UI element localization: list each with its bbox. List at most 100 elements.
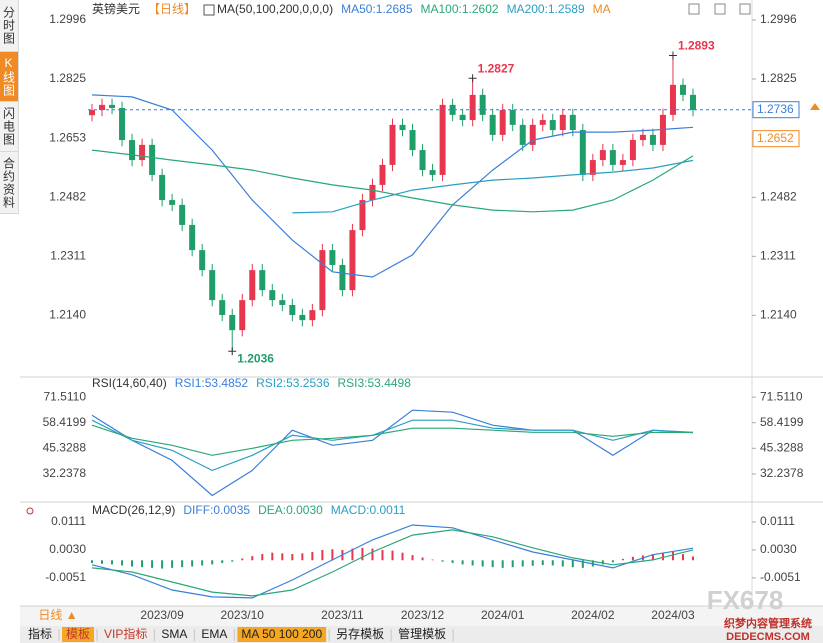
candle-body [269,290,276,301]
y-tick-label-right: 45.3288 [760,440,804,454]
candle-body [449,104,456,115]
macd-bar [471,560,474,566]
macd-bar [692,556,694,561]
macd-bar [351,548,354,561]
macd-bar [441,560,444,562]
candle-body [639,134,646,141]
x-tick-label: 2023/12 [401,608,445,622]
toolbar-button[interactable]: 指标 [28,626,52,641]
toolbar-button[interactable]: EMA [201,627,227,641]
sidebar-tab[interactable]: 合约资料 [0,152,19,214]
icon-button[interactable] [688,3,700,15]
macd-bar [681,554,684,561]
settings-icon[interactable] [26,507,34,515]
candle-body [499,110,506,135]
y-tick-label-right: 71.5110 [760,389,803,403]
candle-body [279,300,286,305]
candle-body [119,107,126,141]
macd-bar [521,560,524,567]
candle-body [469,94,476,121]
sidebar-tab[interactable]: 分时图 [0,0,19,52]
toolbar-button[interactable]: SMA [161,627,187,641]
macd-bar [601,560,604,565]
macd-bar [541,560,544,566]
icon-button[interactable] [714,3,726,15]
date-axis-band [20,606,823,626]
extreme-marker [668,51,677,60]
macd-bar [571,560,574,568]
x-tick-label: 2024/02 [571,608,615,622]
macd-bar [491,560,494,568]
reference-price-label: 1.2652 [757,131,794,145]
candle-body [89,110,95,116]
legend-label: RSI2:53.2536 [256,376,330,390]
x-tick-label: 2024/01 [481,608,525,622]
y-tick-label-right: -0.0051 [760,570,801,584]
macd-bar [321,549,324,561]
macd-bar [401,552,404,561]
macd-bar [151,560,154,568]
candle-body [690,94,696,111]
candle-body [259,270,266,291]
series-line [91,529,694,597]
toolbar-button[interactable]: 模板 [66,627,90,641]
legend-label: MA200:1.2589 [507,2,585,16]
indicator-label: MACD(26,12,9) [92,503,175,517]
y-tick-label-left: 1.2140 [49,307,86,321]
macd-bar [291,554,294,561]
candle-body [339,264,346,291]
candle-body [619,160,626,165]
x-tick-label: 2023/10 [221,608,265,622]
candle-body [99,104,106,111]
y-tick-label-right: 1.2311 [760,248,796,262]
y-tick-label-right: 0.0030 [760,542,797,556]
candle-body [379,164,386,185]
toolbar-highlight [62,627,95,642]
candle-body [489,114,496,135]
macd-bar [621,558,624,561]
arrow-icon[interactable] [810,103,820,110]
legend-label: RSI1:53.4852 [175,376,249,390]
candle-body [239,300,246,331]
extreme-marker [228,347,237,356]
sidebar-tab-active[interactable]: K线图 [0,52,19,102]
icon-button[interactable] [739,3,751,15]
macd-bar [361,547,364,561]
y-tick-label-left: 1.2653 [49,131,86,145]
extreme-label: 1.2827 [478,61,515,75]
candle-body [459,114,466,121]
toolbar-button[interactable]: 管理模板 [398,626,446,641]
current-price-label: 1.2736 [757,102,794,116]
toolbar-button[interactable]: VIP指标 [104,626,147,641]
toolbar-button[interactable]: MA 50 100 200 [241,627,322,641]
candle-body [519,124,526,145]
macd-bar [201,560,204,566]
macd-bar [191,560,194,567]
sidebar-tab[interactable]: 闪电图 [0,102,19,152]
candle-body [299,314,306,321]
indicator-icon [203,4,215,16]
period-selector[interactable]: 日线 ▲ [38,608,77,622]
macd-bar [501,560,504,568]
y-tick-label-right: 1.2825 [760,71,797,85]
series-line [91,524,694,599]
candle-body [559,114,566,131]
candle-body [149,144,156,175]
watermark: FX678 [707,585,784,615]
candle-body [609,150,616,165]
y-tick-label-right: 1.2482 [760,189,797,203]
toolbar-button[interactable]: 另存模板 [336,627,384,641]
macd-bar [211,560,214,565]
y-tick-label-right: 58.4199 [760,415,804,429]
candle-body [189,224,196,251]
macd-bar [561,560,564,567]
candle-body [679,84,686,95]
series-line [91,419,694,472]
macd-bar [301,553,304,561]
legend-label: MA50:1.2685 [341,2,413,16]
macd-bar [111,560,114,565]
candle-body [479,94,486,115]
legend-label: MA100:1.2602 [421,2,499,16]
extreme-label: 1.2036 [237,351,274,365]
